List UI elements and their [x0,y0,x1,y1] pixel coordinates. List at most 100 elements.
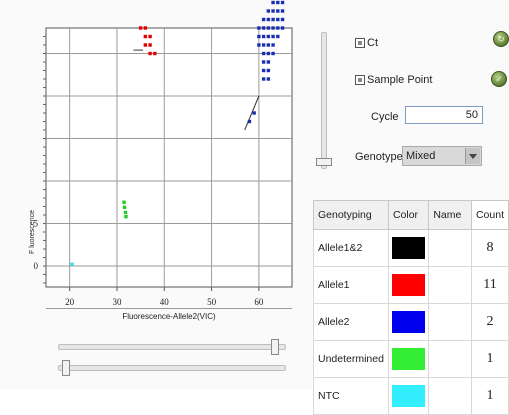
data-point [122,200,126,204]
data-point [143,43,148,47]
x-range-slider-top[interactable] [58,339,286,355]
refresh-icon[interactable]: ↻ [493,31,509,47]
data-point [280,0,285,5]
data-point [261,43,266,47]
data-point [257,26,261,30]
data-point [148,51,152,56]
count-cell: 8 [470,229,509,267]
chevron-down-icon[interactable] [465,148,480,164]
color-cell[interactable] [387,229,430,267]
threshold-slider[interactable] [316,32,332,169]
data-point [266,43,271,47]
sample-point-checkbox[interactable]: Sample Point [355,74,432,86]
color-swatch[interactable] [391,274,426,296]
color-cell[interactable] [387,377,430,415]
column-header-count[interactable]: Count [470,200,509,230]
table-row[interactable]: Undetermined 1 [313,340,509,378]
genotype-cell: Undetermined [313,340,389,378]
color-swatch[interactable] [391,237,426,259]
name-cell[interactable] [428,340,472,378]
genotype-cell: Allele2 [313,303,389,341]
data-point [261,60,266,64]
genotype-select[interactable]: Mixed [402,146,482,166]
cycle-label: Cycle [371,111,399,123]
data-point [70,262,74,266]
data-point [276,34,280,39]
table-header-row: Genotyping Color Name Count [313,200,509,230]
data-point [252,111,256,115]
ct-label: Ct [367,37,378,49]
name-cell[interactable] [428,229,472,267]
y-tick-label: 5 [34,219,39,229]
genotype-label: Genotype [355,151,403,163]
genotype-value: Mixed [406,150,436,162]
color-swatch[interactable] [391,311,426,333]
x-tick-label: 50 [207,297,217,307]
data-point [266,77,271,81]
count-cell: 2 [470,303,509,341]
data-point [271,26,275,30]
data-point [266,17,271,22]
name-cell[interactable] [428,266,472,304]
data-point [247,119,252,124]
drift-line [244,95,260,131]
apply-icon[interactable]: ✓ [491,71,507,87]
data-point [122,205,127,210]
slider-thumb[interactable] [62,360,71,376]
color-swatch[interactable] [391,348,426,370]
x-tick-label: 30 [112,297,122,307]
data-point [276,9,280,13]
column-header-genotyping[interactable]: Genotyping [313,200,389,230]
name-cell[interactable] [428,377,472,415]
table-row[interactable]: Allele1 11 [313,266,509,304]
y-tick-label: 0 [34,261,39,271]
color-cell[interactable] [387,266,430,304]
genotyping-panel: 20 30 40 50 60 0 5 Fluorescence-Allele2(VIC) F l… [29,0,509,415]
checkbox-box[interactable] [355,38,365,48]
data-point [143,34,148,39]
column-header-name[interactable]: Name [428,200,472,230]
color-cell[interactable] [387,303,430,341]
table-row[interactable]: Allele2 2 [313,303,509,341]
slider-thumb[interactable] [271,339,280,355]
genotype-cell: NTC [313,377,389,415]
data-point [266,51,271,56]
data-point [266,34,271,39]
checkbox-box[interactable] [355,75,365,85]
data-point [266,68,271,73]
column-header-color[interactable]: Color [387,200,430,230]
data-point [280,26,285,30]
plot-area [45,27,293,288]
genotype-cell: Allele1&2 [313,229,389,267]
x-range-slider-bottom[interactable] [58,360,286,376]
data-point [280,9,285,13]
color-cell[interactable] [387,340,430,378]
color-swatch[interactable] [391,385,426,407]
data-point [261,68,266,73]
ct-checkbox[interactable]: Ct [355,37,378,49]
slider-thumb[interactable] [316,158,332,167]
name-cell[interactable] [428,303,472,341]
data-point [271,0,275,5]
data-point [124,215,128,219]
table-row[interactable]: NTC 1 [313,377,509,415]
data-point [276,17,280,22]
data-point [266,9,271,13]
data-point [271,34,275,39]
x-axis-label: Fluorescence-Allele2(VIC) [122,312,216,321]
data-point [261,77,266,81]
data-point [257,43,261,47]
data-point [257,34,261,39]
data-point [271,43,275,47]
genotyping-table: Genotyping Color Name Count Allele1&2 8 … [313,200,509,415]
count-cell: 11 [470,266,509,304]
data-point [148,34,152,39]
data-point [276,0,280,5]
data-point [153,51,157,56]
genotype-cell: Allele1 [313,266,389,304]
table-row[interactable]: Allele1&2 8 [313,229,509,267]
data-point [138,26,143,30]
x-tick-label: 20 [65,297,75,307]
count-cell: 1 [470,377,509,415]
cycle-input[interactable]: 50 [405,106,483,124]
